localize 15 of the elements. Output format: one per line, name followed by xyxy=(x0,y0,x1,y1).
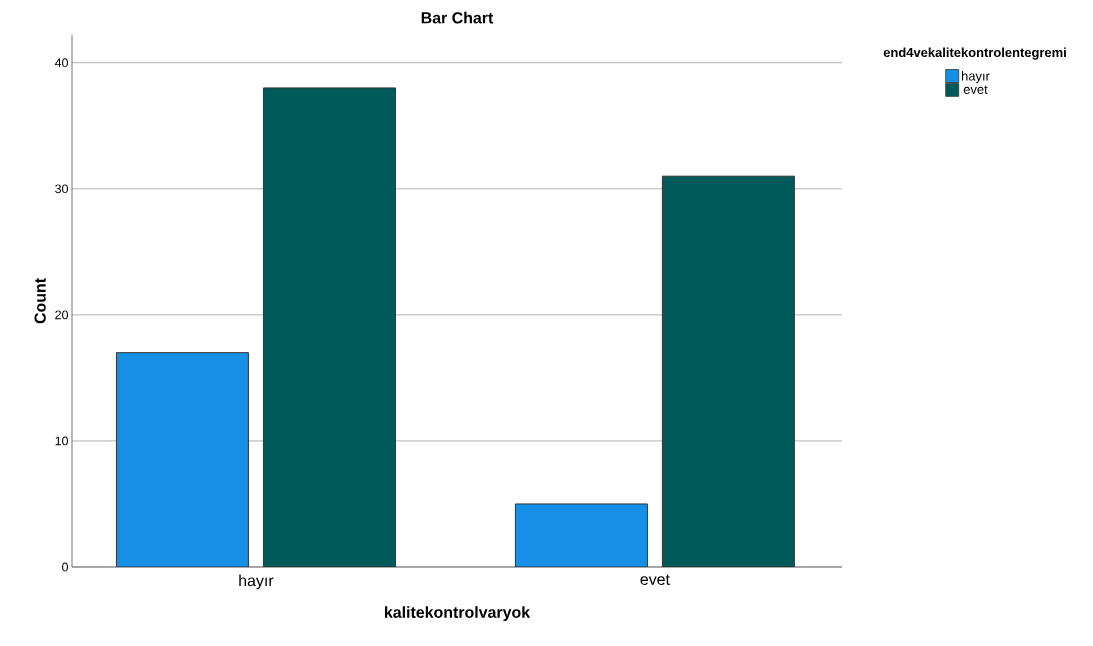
legend-label: hayır xyxy=(961,71,990,84)
y-axis-title: Count xyxy=(34,278,46,324)
y-tick-label: 10 xyxy=(55,436,68,446)
y-tick-label: 20 xyxy=(55,310,68,320)
x-axis-title: kalitekontrolvaryok xyxy=(385,606,531,622)
bar xyxy=(262,87,396,567)
y-tick-label: 0 xyxy=(62,562,68,572)
bar xyxy=(115,352,249,567)
y-tick-label: 30 xyxy=(55,184,68,194)
bar xyxy=(514,503,648,567)
y-tick-label: 40 xyxy=(54,58,68,68)
chart-title: Bar Chart xyxy=(421,11,494,24)
legend-label: evet xyxy=(963,85,988,94)
legend-title: end4vekalitekontrolentegremi xyxy=(883,47,1066,60)
bar xyxy=(661,175,795,567)
